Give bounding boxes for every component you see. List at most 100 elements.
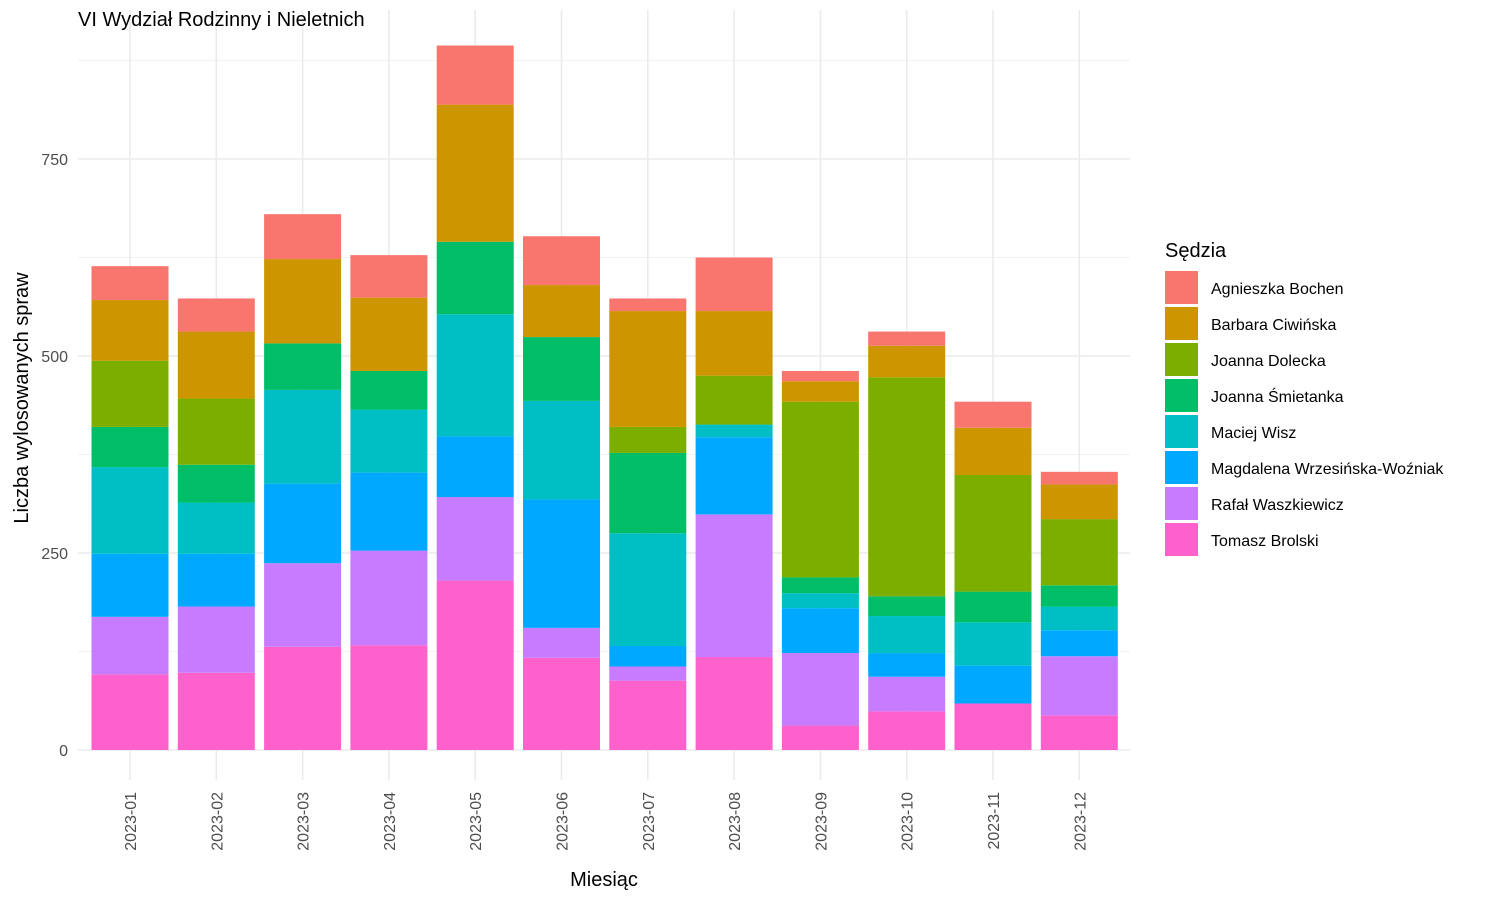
legend-label: Joanna Dolecka	[1211, 353, 1326, 370]
x-tick-label: 2023-09	[813, 792, 830, 851]
bar-segment	[695, 257, 773, 312]
bar-segment	[436, 436, 514, 498]
bar-segment	[350, 409, 428, 473]
legend: Sędzia Agnieszka Bochen Barbara Ciwińska J…	[1165, 240, 1444, 556]
bar-segment	[1040, 484, 1118, 520]
bar-segment	[523, 400, 600, 500]
legend-label: Rafał Waszkiewicz	[1211, 497, 1344, 514]
legend-key	[1165, 523, 1198, 556]
bar-segment	[523, 627, 600, 658]
bar-segment	[954, 665, 1032, 704]
bar-segment	[177, 606, 255, 673]
x-tick-label: 2023-11	[986, 792, 1003, 850]
bar-segment	[609, 533, 687, 646]
bar-segment	[523, 285, 600, 338]
legend-key	[1165, 271, 1198, 304]
bars-layer	[91, 45, 1118, 750]
chart-title: VI Wydział Rodzinny i Nieletnich	[78, 9, 365, 31]
bar-segment	[177, 502, 255, 554]
bar-segment	[350, 645, 428, 750]
bar-segment	[91, 266, 169, 301]
bar-segment	[954, 703, 1032, 750]
bar-segment	[868, 676, 946, 712]
bar-segment	[954, 591, 1032, 623]
bar-segment	[1040, 606, 1118, 631]
bar-segment	[954, 474, 1032, 592]
bar-segment	[350, 255, 428, 298]
bar-segment	[609, 680, 687, 750]
bar-segment	[868, 616, 946, 654]
bar-segment	[177, 298, 255, 332]
bar-segment	[91, 360, 169, 427]
legend-key	[1165, 415, 1198, 448]
bar-segment	[436, 580, 514, 750]
bar-segment	[695, 437, 773, 515]
bar-segment	[436, 314, 514, 437]
bar-segment	[695, 657, 773, 750]
bar-segment	[436, 241, 514, 315]
bar-segment	[1040, 656, 1118, 716]
legend-label: Magdalena Wrzesińska-Woźniak	[1211, 461, 1444, 478]
bar-segment	[781, 608, 859, 654]
bar-segment	[91, 553, 169, 617]
bar-segment	[91, 426, 169, 468]
bar-segment	[350, 472, 428, 551]
bar-segment	[264, 389, 342, 484]
x-tick-label: 2023-07	[641, 792, 658, 851]
bar-segment	[609, 298, 687, 312]
x-tick-label: 2023-02	[209, 792, 226, 851]
bar-segment	[91, 616, 169, 675]
bar-segment	[695, 514, 773, 658]
bar-segment	[177, 553, 255, 607]
bar-segment	[91, 467, 169, 554]
bar-segment	[523, 236, 600, 286]
bar-segment	[1040, 715, 1118, 750]
legend-key	[1165, 451, 1198, 484]
bar-segment	[868, 377, 946, 597]
bar-segment	[1040, 471, 1118, 485]
bar-segment	[1040, 519, 1118, 586]
bar-segment	[436, 497, 514, 581]
x-tick-label: 2023-06	[555, 792, 572, 851]
bar-segment	[609, 452, 687, 534]
bar-segment	[868, 345, 946, 378]
legend-label: Maciej Wisz	[1211, 425, 1296, 442]
bar-segment	[350, 297, 428, 371]
bar-segment	[91, 674, 169, 750]
bar-segment	[264, 259, 342, 344]
legend-key	[1165, 487, 1198, 520]
legend-label: Tomasz Brolski	[1211, 533, 1319, 550]
bar-segment	[1040, 585, 1118, 607]
bar-segment	[264, 214, 342, 260]
bar-segment	[177, 672, 255, 750]
bar-segment	[781, 653, 859, 726]
bar-segment	[264, 646, 342, 750]
bar-segment	[177, 331, 255, 399]
x-tick-label: 2023-12	[1072, 792, 1089, 851]
legend-title: Sędzia	[1165, 240, 1227, 262]
y-tick-label: 250	[41, 546, 68, 563]
y-axis-title: Liczba wylosowanych spraw	[11, 272, 33, 524]
bar-segment	[781, 577, 859, 594]
legend-label: Joanna Śmietanka	[1211, 387, 1344, 406]
bar-segment	[781, 370, 859, 382]
bar-segment	[781, 381, 859, 402]
bar-segment	[954, 622, 1032, 666]
bar-segment	[436, 104, 514, 242]
y-tick-label: 500	[41, 349, 68, 366]
x-tick-label: 2023-05	[468, 792, 485, 851]
bar-segment	[868, 596, 946, 617]
x-tick-label: 2023-10	[900, 792, 917, 851]
bar-segment	[91, 300, 169, 361]
bar-segment	[868, 331, 946, 346]
bar-segment	[781, 593, 859, 609]
bar-segment	[177, 398, 255, 465]
bar-segment	[350, 550, 428, 646]
legend-key	[1165, 343, 1198, 376]
bar-segment	[695, 375, 773, 425]
bar-segment	[264, 563, 342, 647]
bar-segment	[523, 499, 600, 628]
bar-segment	[868, 711, 946, 750]
bar-segment	[523, 337, 600, 401]
